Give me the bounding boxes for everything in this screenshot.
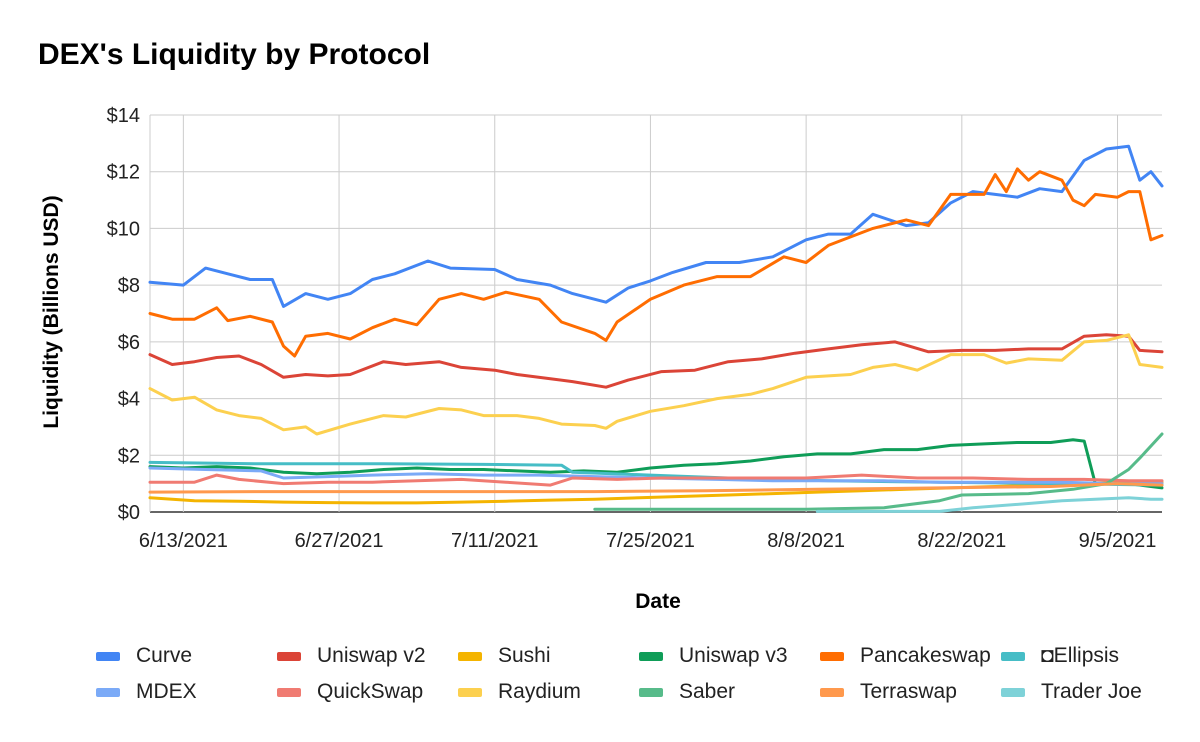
legend-label: Pancakeswap	[860, 644, 991, 667]
y-tick-label: $2	[118, 445, 140, 467]
legend-swatch	[96, 687, 120, 697]
legend-label: MDEX	[136, 680, 197, 703]
legend-item: Terraswap	[820, 680, 1001, 704]
legend-item: ◘Ellipsis	[1001, 644, 1182, 668]
legend-label: Uniswap v3	[679, 644, 788, 667]
legend-label: Curve	[136, 644, 193, 667]
legend-label: QuickSwap	[317, 680, 424, 703]
series-line-uniswap-v2	[148, 333, 1164, 389]
legend-item: Uniswap v2	[277, 644, 458, 668]
legend-swatch	[458, 651, 482, 661]
gridlines	[149, 114, 1162, 513]
legend-item: Uniswap v3	[639, 644, 820, 668]
legend-swatch	[639, 687, 663, 697]
legend-row: MDEX QuickSwap Raydium Saber Terraswap Trader…	[0, 674, 1200, 710]
legend-item: Trader Joe	[1001, 680, 1182, 704]
legend-swatch	[277, 651, 301, 661]
legend-swatch	[820, 687, 844, 697]
axes: $0 $2 $4 $6 $8 $10 $12 $14 6/13/2021 6/27/2021 7/1…	[107, 105, 1157, 552]
x-tick-label: 9/5/2021	[1079, 530, 1157, 552]
legend-swatch	[1001, 651, 1025, 661]
series-line-pancakeswap	[148, 167, 1164, 358]
legend-label: Saber	[679, 680, 736, 703]
legend-swatch	[458, 687, 482, 697]
legend-item: MDEX	[96, 680, 277, 704]
x-tick-label: 8/8/2021	[767, 530, 845, 552]
y-tick-label: $4	[118, 389, 140, 411]
legend: Curve Uniswap v2 Sushi Uniswap v3 Pancakeswa…	[0, 638, 1200, 710]
y-tick-label: $8	[118, 275, 140, 297]
legend-swatch	[1001, 687, 1025, 697]
legend-label: Trader Joe	[1041, 680, 1142, 703]
series-line-quickswap	[148, 473, 1164, 487]
legend-item: Saber	[639, 680, 820, 704]
y-tick-label: $12	[107, 162, 140, 184]
series-lines	[148, 144, 1164, 513]
x-tick-label: 6/13/2021	[139, 530, 228, 552]
legend-label: Terraswap	[860, 680, 957, 703]
y-axis-label: Liquidity (Billions USD)	[40, 195, 63, 428]
chart-title: DEX's Liquidity by Protocol	[38, 38, 431, 71]
legend-item: Pancakeswap	[820, 644, 1001, 668]
series-line-terraswap	[148, 482, 1164, 494]
series-line-trader-joe	[815, 496, 1164, 513]
series-line-uniswap-v3	[148, 438, 1164, 490]
legend-swatch	[820, 651, 844, 661]
legend-swatch	[639, 651, 663, 661]
legend-label: ◘Ellipsis	[1041, 644, 1120, 667]
legend-item: QuickSwap	[277, 680, 458, 704]
legend-label: Uniswap v2	[317, 644, 426, 667]
legend-swatch	[96, 651, 120, 661]
legend-row: Curve Uniswap v2 Sushi Uniswap v3 Pancakeswa…	[0, 638, 1200, 674]
legend-item: Raydium	[458, 680, 639, 704]
series-line-mdex	[148, 466, 1164, 486]
x-axis-label: Date	[635, 590, 681, 613]
series-line-raydium	[148, 333, 1164, 436]
y-tick-label: $14	[107, 105, 140, 127]
x-tick-label: 7/25/2021	[606, 530, 695, 552]
legend-label: Raydium	[498, 680, 581, 703]
y-tick-label: $10	[107, 218, 140, 240]
legend-label: Sushi	[498, 644, 551, 667]
legend-item: Curve	[96, 644, 277, 668]
legend-swatch	[277, 687, 301, 697]
x-tick-label: 7/11/2021	[451, 530, 539, 552]
x-tick-label: 8/22/2021	[917, 530, 1006, 552]
series-line-curve	[148, 144, 1164, 308]
y-tick-label: $0	[118, 502, 140, 524]
series-line-saber	[593, 432, 1164, 511]
legend-item: Sushi	[458, 644, 639, 668]
x-tick-label: 6/27/2021	[295, 530, 384, 552]
y-tick-label: $6	[118, 332, 140, 354]
